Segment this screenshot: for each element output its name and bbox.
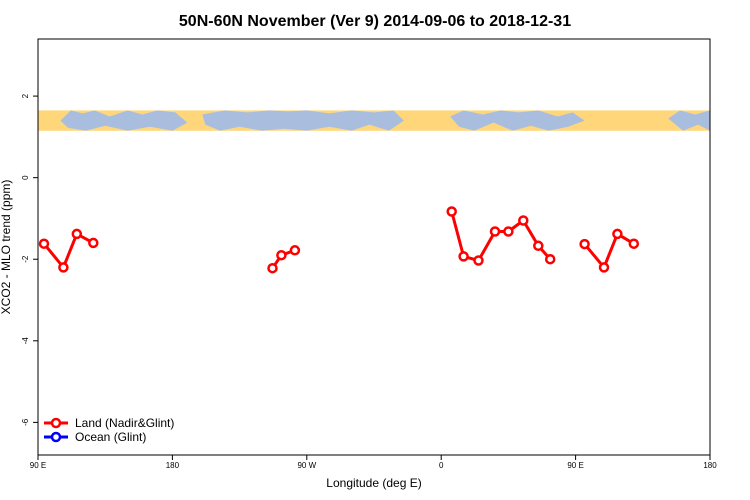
map-band-land-3 xyxy=(668,110,710,131)
series-0-point-0-2 xyxy=(71,228,83,240)
series-0-line-0 xyxy=(42,232,95,269)
series-0-point-3-0 xyxy=(579,238,590,250)
legend: Land (Nadir&Glint) Ocean (Glint) xyxy=(44,416,174,444)
series-0-point-2-5 xyxy=(518,215,529,226)
x-tick-label-3: 0 xyxy=(439,461,444,470)
series-0-point-0-0 xyxy=(38,238,50,249)
plot-frame xyxy=(37,38,711,456)
series-0-point-2-6 xyxy=(533,240,544,252)
series-0-point-1-1 xyxy=(276,249,287,261)
series-layer xyxy=(38,206,640,274)
series-0-point-3-2 xyxy=(612,228,623,240)
x-tick-label-1: 180 xyxy=(166,461,180,470)
y-tick-label-1: 0 xyxy=(21,175,30,180)
series-0-point-2-0 xyxy=(446,206,457,217)
series-0-point-2-1 xyxy=(458,251,469,262)
x-tick-label-0: 90 E xyxy=(30,461,46,470)
legend-marker-land xyxy=(50,417,62,429)
legend-marker-ocean xyxy=(50,431,62,443)
series-0-point-2-2 xyxy=(473,255,484,266)
map-band-land-2 xyxy=(450,110,585,131)
legend-label-land: Land (Nadir&Glint) xyxy=(75,416,174,430)
series-0-line-3 xyxy=(583,232,635,269)
map-band-land-1 xyxy=(202,110,404,131)
map-band-land-0 xyxy=(60,110,188,131)
x-axis-title: Longitude (deg E) xyxy=(326,476,421,490)
series-0-point-2-3 xyxy=(489,226,501,237)
series-0-point-0-3 xyxy=(88,237,99,249)
series-0-point-0-1 xyxy=(58,262,69,273)
y-tick-label-2: -2 xyxy=(21,255,30,263)
x-tick-label-2: 90 W xyxy=(297,461,316,470)
series-0-point-2-7 xyxy=(544,253,556,265)
y-tick-label-3: -4 xyxy=(21,337,30,345)
y-tick-label-4: -6 xyxy=(21,418,30,426)
series-0-point-3-1 xyxy=(598,262,610,273)
y-tick-label-0: 2 xyxy=(21,93,30,98)
y-axis-title: XCO2 - MLO trend (ppm) xyxy=(0,180,13,315)
x-tick-label-4: 90 E xyxy=(567,461,583,470)
series-0-point-1-0 xyxy=(267,262,278,274)
y-axis: 2 0 -2 -4 -6 xyxy=(21,93,38,426)
map-band xyxy=(38,110,710,131)
series-0-point-2-4 xyxy=(503,226,514,237)
x-tick-label-5: 180 xyxy=(703,461,717,470)
series-0-point-3-3 xyxy=(628,238,640,249)
x-axis: 90 E 180 90 W 0 90 E 180 xyxy=(30,455,717,470)
chart-title: 50N-60N November (Ver 9) 2014-09-06 to 2… xyxy=(179,13,571,30)
series-0-point-1-2 xyxy=(289,245,301,256)
legend-label-ocean: Ocean (Glint) xyxy=(75,430,146,444)
